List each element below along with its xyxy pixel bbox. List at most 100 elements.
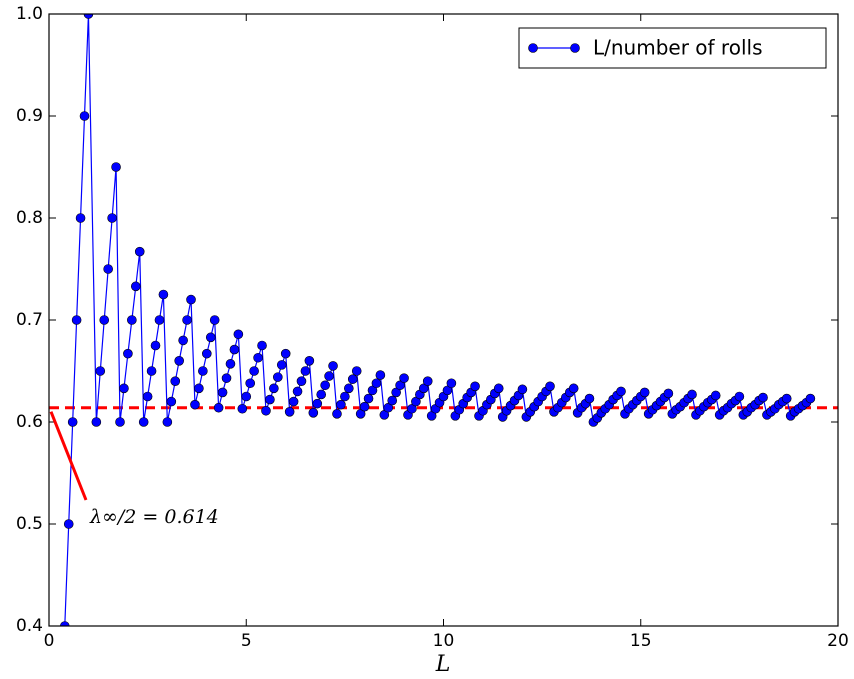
data-point — [75, 213, 86, 223]
data-point — [186, 294, 196, 305]
data-point — [324, 371, 334, 381]
x-tick-label: 0 — [44, 631, 55, 651]
data-point — [320, 380, 330, 391]
data-point — [245, 378, 255, 389]
x-tick-label: 15 — [630, 631, 652, 651]
data-point — [545, 381, 555, 392]
annotation-arrow — [49, 411, 88, 501]
data-point — [119, 383, 129, 394]
data-point — [639, 387, 650, 398]
data-point — [446, 378, 457, 389]
annotation: λ∞/2 = 0.614 — [89, 506, 219, 528]
data-point — [296, 376, 307, 387]
data-point — [99, 315, 110, 325]
data-point — [336, 399, 346, 410]
data-point — [351, 366, 362, 376]
data-point — [371, 378, 382, 389]
data-point — [328, 361, 338, 371]
data-point — [805, 393, 816, 404]
data-point — [257, 340, 267, 351]
data-point — [273, 372, 283, 382]
data-point — [123, 348, 133, 359]
data-point — [734, 391, 745, 402]
data-point — [280, 348, 291, 359]
data-point — [422, 376, 433, 387]
data-point — [399, 373, 409, 383]
data-point — [178, 335, 188, 346]
data-point — [568, 383, 579, 394]
data-point — [166, 396, 177, 407]
data-point — [249, 366, 259, 376]
x-axis-label: L — [435, 652, 451, 677]
data-point — [103, 264, 113, 274]
data-point — [182, 315, 192, 325]
data-point — [316, 389, 327, 400]
data-point — [83, 14, 94, 19]
data-point — [261, 405, 271, 416]
data-point — [375, 370, 386, 380]
data-point — [663, 388, 674, 399]
data-point — [276, 360, 287, 370]
data-point — [162, 417, 173, 427]
x-tick-label: 5 — [241, 631, 252, 651]
data-point — [67, 417, 78, 427]
legend-label: L/number of rolls — [593, 36, 762, 60]
data-point — [150, 340, 161, 351]
data-point — [170, 376, 181, 387]
data-point — [340, 391, 350, 402]
data-point — [63, 519, 74, 529]
data-point — [146, 366, 157, 376]
data-point — [292, 386, 303, 397]
data-point — [241, 391, 252, 402]
y-tick-label: 0.4 — [16, 616, 43, 636]
data-point — [710, 390, 721, 401]
y-tick-label: 0.6 — [16, 412, 43, 432]
data-point — [194, 383, 204, 394]
data-point — [79, 111, 90, 121]
data-point — [127, 315, 137, 325]
data-point — [269, 383, 279, 394]
data-point — [758, 392, 768, 403]
data-point — [174, 355, 184, 366]
data-point — [237, 403, 248, 414]
data-point — [493, 383, 504, 394]
data-point — [470, 381, 480, 392]
data-point — [616, 386, 626, 397]
data-point — [198, 366, 208, 376]
data-point — [359, 401, 370, 412]
data-point — [130, 281, 141, 292]
data-point — [71, 315, 82, 325]
data-point — [217, 387, 228, 398]
y-tick-label: 0.8 — [16, 208, 43, 228]
data-point — [517, 384, 528, 395]
data-point — [134, 246, 145, 257]
data-point — [95, 366, 106, 376]
data-point — [687, 389, 697, 400]
data-point — [304, 355, 315, 366]
legend-marker — [570, 43, 580, 53]
data-point — [138, 417, 149, 427]
data-point — [363, 393, 374, 404]
series-line — [64, 14, 811, 626]
y-tick-label: 0.7 — [16, 310, 43, 330]
axes-frame — [48, 13, 839, 627]
data-point — [233, 329, 244, 340]
data-point — [190, 399, 200, 410]
data-point — [387, 395, 398, 406]
data-point — [209, 315, 220, 325]
data-point — [308, 408, 319, 418]
data-point — [158, 289, 169, 300]
data-point — [300, 366, 311, 376]
data-point — [142, 391, 153, 402]
legend-marker — [528, 43, 538, 53]
data-point — [225, 359, 236, 369]
data-point — [107, 213, 117, 223]
data-point — [115, 417, 125, 427]
data-point — [347, 374, 358, 384]
data-point — [781, 393, 792, 404]
data-point — [205, 332, 216, 343]
y-tick-label: 0.5 — [16, 514, 43, 534]
data-point — [213, 402, 224, 413]
data-point — [584, 393, 595, 404]
